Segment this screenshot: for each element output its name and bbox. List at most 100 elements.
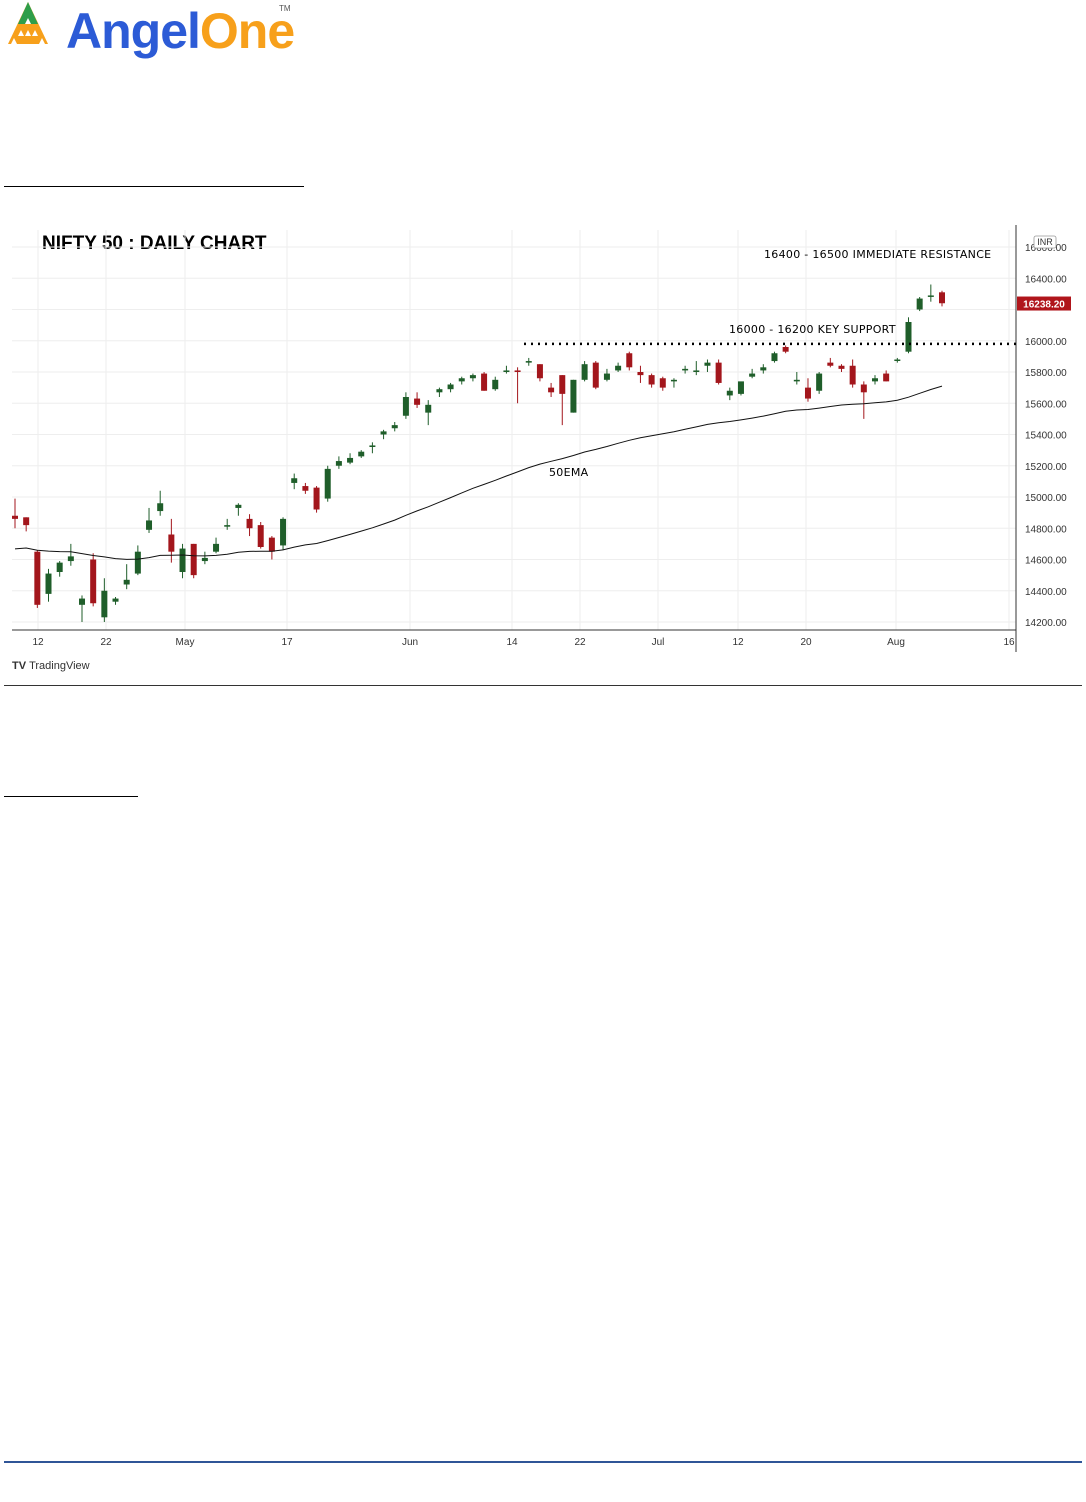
chart-title: NIFTY 50 : DAILY CHART <box>42 233 267 254</box>
candle-body <box>123 579 130 585</box>
candlestick-chart: 16600.00 16400.00 16000.00 15800.00 15600.00… <box>12 225 1071 652</box>
tradingview-brand: TV TradingView <box>12 660 90 672</box>
x-tick-label: 16 <box>1003 637 1015 648</box>
y-tick-label: 14800.00 <box>1025 524 1067 535</box>
candle-body <box>23 517 30 526</box>
candle-body <box>447 384 454 390</box>
angelone-logo-icon <box>8 2 48 44</box>
candle-body <box>492 379 499 390</box>
section-rule-top <box>4 186 304 187</box>
candle-body <box>458 378 465 382</box>
x-tick-label: 14 <box>506 637 518 648</box>
logo-trademark: TM <box>279 4 291 13</box>
candle-body <box>67 556 74 562</box>
section-rule-bottom <box>4 796 138 797</box>
candle-body <box>291 478 298 483</box>
candle-body <box>525 361 532 363</box>
candle-body <box>894 359 901 361</box>
candle-body <box>570 379 577 413</box>
ema-layer <box>14 385 943 560</box>
candle-body <box>782 347 789 352</box>
candle-body <box>905 322 912 352</box>
currency-badge <box>1033 235 1057 249</box>
candle-body <box>425 404 432 413</box>
candle-body <box>682 368 689 371</box>
candle-body <box>90 559 97 604</box>
x-tick-label: 12 <box>32 637 44 648</box>
candle-body <box>939 292 945 304</box>
ema-line <box>14 385 943 560</box>
y-tick-label: 15600.00 <box>1025 399 1067 410</box>
candle-body <box>849 365 856 385</box>
candle-body <box>838 365 845 369</box>
tradingview-label: TradingView <box>29 660 90 672</box>
candle-body <box>883 373 890 382</box>
candle-body <box>503 370 510 372</box>
chart-bottom-rule <box>4 685 1082 686</box>
candle-body <box>358 451 365 457</box>
candle-body <box>536 364 543 379</box>
candle-body <box>548 387 555 393</box>
candle-body <box>257 525 264 547</box>
candle-body <box>816 373 823 391</box>
candle-body <box>34 551 41 605</box>
candle-body <box>603 373 610 380</box>
logo-wordmark: AngelOne <box>66 2 295 60</box>
candle-body <box>414 398 421 405</box>
candle-body <box>12 515 18 519</box>
candle-body <box>146 520 153 530</box>
candle-body <box>45 573 52 594</box>
axes-layer: 16600.00 16400.00 16000.00 15800.00 15600.00… <box>12 225 1071 652</box>
candle-body <box>101 590 108 618</box>
logo-part-angel: Angel <box>66 3 201 59</box>
logo-part-one: One <box>199 3 295 59</box>
y-tick-label: 16400.00 <box>1025 274 1067 285</box>
candle-body <box>201 557 208 562</box>
candle-body <box>581 364 588 380</box>
last-price-label: 16238.20 <box>1023 300 1065 311</box>
candle-body <box>749 373 756 377</box>
y-tick-label: 16600.00 <box>1025 243 1067 254</box>
candle-body <box>637 372 644 376</box>
candle-body <box>168 534 175 552</box>
candle-body <box>737 381 744 394</box>
x-tick-label: 22 <box>574 637 586 648</box>
candle-body <box>324 468 331 499</box>
y-tick-label: 15400.00 <box>1025 431 1067 442</box>
candle-body <box>626 353 633 368</box>
candle-body <box>659 378 666 388</box>
candle-body <box>693 370 700 372</box>
chart-grid <box>12 230 1016 630</box>
candle-body <box>481 373 488 391</box>
candle-body <box>916 298 923 310</box>
ema-annotation: 50EMA <box>549 466 589 479</box>
x-tick-label: 22 <box>100 637 112 648</box>
candle-body <box>335 461 342 466</box>
y-tick-label: 15000.00 <box>1025 493 1067 504</box>
candle-body <box>927 295 934 297</box>
candle-body <box>134 551 141 574</box>
candle-body <box>246 518 253 529</box>
candle-body <box>670 379 677 382</box>
candle-body <box>514 370 521 372</box>
support-annotation: 16000 - 16200 KEY SUPPORT <box>729 323 896 336</box>
candle-body <box>804 387 811 399</box>
candle-body <box>302 486 309 491</box>
y-tick-label: 15800.00 <box>1025 368 1067 379</box>
currency-badge-label: INR <box>1037 237 1053 247</box>
candle-body <box>469 375 476 379</box>
candle-body <box>112 598 119 602</box>
x-tick-label: Aug <box>887 637 905 648</box>
candle-body <box>224 525 231 527</box>
candle-body <box>793 379 800 382</box>
candle-body <box>268 537 275 552</box>
candle-body <box>235 504 242 508</box>
x-tick-label: 12 <box>732 637 744 648</box>
x-tick-label: Jul <box>652 637 665 648</box>
candle-body <box>559 375 566 394</box>
candle-body <box>347 457 354 463</box>
candle-body <box>157 503 164 512</box>
candle-body <box>313 487 320 510</box>
x-tick-label: 17 <box>281 637 293 648</box>
candle-body <box>280 518 287 546</box>
